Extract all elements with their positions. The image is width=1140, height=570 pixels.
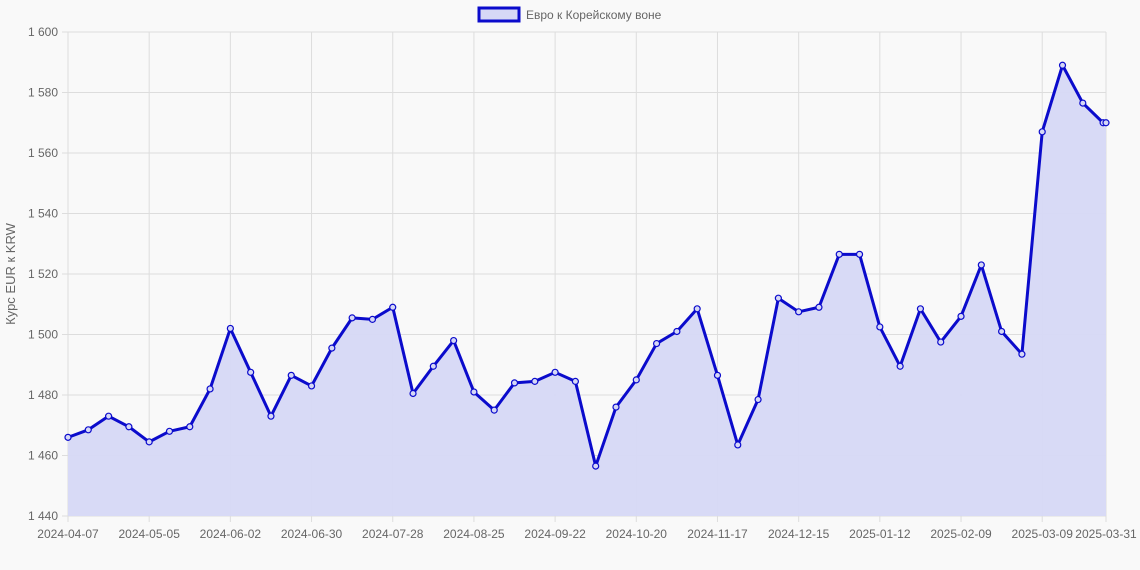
data-point[interactable] bbox=[247, 368, 255, 376]
data-point[interactable] bbox=[896, 362, 904, 370]
data-point[interactable] bbox=[916, 305, 925, 313]
data-point[interactable] bbox=[977, 261, 985, 269]
data-point[interactable] bbox=[348, 314, 356, 322]
data-point[interactable] bbox=[64, 433, 72, 441]
data-point[interactable] bbox=[450, 336, 458, 345]
x-tick-label: 2024-11-17 bbox=[687, 527, 748, 541]
y-tick-label: 1 540 bbox=[28, 207, 58, 221]
legend-label: Евро к Корейскому воне bbox=[526, 8, 662, 22]
data-point[interactable] bbox=[510, 379, 519, 387]
y-tick-label: 1 560 bbox=[28, 146, 58, 160]
data-point[interactable] bbox=[1038, 128, 1046, 136]
data-point[interactable] bbox=[632, 376, 640, 384]
data-point[interactable] bbox=[267, 412, 275, 420]
data-point[interactable] bbox=[835, 250, 843, 258]
data-point[interactable] bbox=[937, 338, 945, 346]
data-point[interactable] bbox=[328, 344, 336, 352]
data-points bbox=[64, 61, 1110, 470]
data-point[interactable] bbox=[795, 308, 803, 316]
data-point[interactable] bbox=[754, 395, 762, 404]
data-point[interactable] bbox=[571, 377, 580, 385]
x-tick-label: 2024-12-15 bbox=[768, 527, 830, 541]
data-point[interactable] bbox=[1018, 350, 1026, 358]
data-point[interactable] bbox=[84, 426, 92, 434]
y-tick-label: 1 480 bbox=[28, 388, 58, 402]
data-point[interactable] bbox=[186, 423, 194, 431]
x-tick-label: 2024-06-30 bbox=[281, 527, 343, 541]
data-point[interactable] bbox=[774, 294, 782, 302]
data-point[interactable] bbox=[693, 305, 701, 313]
data-point[interactable] bbox=[1079, 99, 1087, 107]
x-tick-label: 2025-03-09 bbox=[1012, 527, 1074, 541]
data-point[interactable] bbox=[145, 438, 153, 446]
x-tick-label: 2024-04-07 bbox=[37, 527, 99, 541]
data-point[interactable] bbox=[1102, 119, 1110, 127]
x-tick-label: 2024-09-22 bbox=[524, 527, 586, 541]
data-point[interactable] bbox=[1058, 61, 1067, 69]
x-tick-label: 2025-01-12 bbox=[849, 527, 911, 541]
data-point[interactable] bbox=[409, 389, 417, 398]
legend-swatch bbox=[477, 6, 521, 23]
y-axis-ticks: 1 440 1 460 1 480 1 500 1 520 1 540 1 560 1 580… bbox=[28, 25, 58, 523]
data-point[interactable] bbox=[389, 303, 397, 311]
data-point[interactable] bbox=[815, 303, 823, 311]
data-point[interactable] bbox=[998, 327, 1006, 336]
data-point[interactable] bbox=[287, 371, 295, 379]
y-tick-label: 1 580 bbox=[28, 86, 58, 100]
data-point[interactable] bbox=[855, 250, 864, 258]
series-area bbox=[68, 65, 1106, 517]
data-point[interactable] bbox=[429, 362, 437, 370]
data-point[interactable] bbox=[490, 406, 498, 414]
data-point[interactable] bbox=[713, 371, 722, 379]
y-tick-label: 1 460 bbox=[28, 449, 58, 463]
data-point[interactable] bbox=[470, 388, 478, 396]
x-tick-label: 2024-05-05 bbox=[118, 527, 180, 541]
data-point[interactable] bbox=[652, 339, 661, 348]
y-axis-title: Курс EUR к KRW bbox=[3, 222, 18, 324]
data-point[interactable] bbox=[125, 423, 133, 431]
y-tick-label: 1 500 bbox=[28, 328, 58, 342]
data-point[interactable] bbox=[165, 427, 174, 435]
x-tick-label: 2024-08-25 bbox=[443, 527, 505, 541]
x-tick-label: 2024-07-28 bbox=[362, 527, 424, 541]
data-point[interactable] bbox=[673, 327, 681, 336]
data-point[interactable] bbox=[307, 382, 316, 390]
area-layer bbox=[68, 65, 1106, 517]
data-point[interactable] bbox=[612, 403, 620, 411]
data-point[interactable] bbox=[957, 312, 965, 320]
legend[interactable]: Евро к Корейскому воне bbox=[477, 6, 662, 23]
data-point[interactable] bbox=[876, 323, 884, 331]
data-point[interactable] bbox=[592, 462, 600, 470]
x-tick-label: 2024-10-20 bbox=[606, 527, 668, 541]
data-point[interactable] bbox=[226, 324, 234, 333]
data-point[interactable] bbox=[206, 385, 214, 393]
x-tick-label: 2025-02-09 bbox=[930, 527, 992, 541]
data-point[interactable] bbox=[551, 368, 559, 376]
data-point[interactable] bbox=[368, 315, 377, 323]
y-tick-label: 1 520 bbox=[28, 267, 58, 281]
data-point[interactable] bbox=[734, 441, 742, 449]
x-tick-label: 2024-06-02 bbox=[200, 527, 262, 541]
y-tick-label: 1 600 bbox=[28, 25, 58, 39]
data-point[interactable] bbox=[531, 377, 539, 385]
x-tick-label: 2025-03-31 bbox=[1075, 527, 1137, 541]
data-point[interactable] bbox=[104, 412, 113, 420]
x-axis-ticks: 2024-04-07 2024-05-05 2024-06-02 2024-06-30… bbox=[37, 527, 1137, 541]
y-tick-label: 1 440 bbox=[28, 509, 58, 523]
